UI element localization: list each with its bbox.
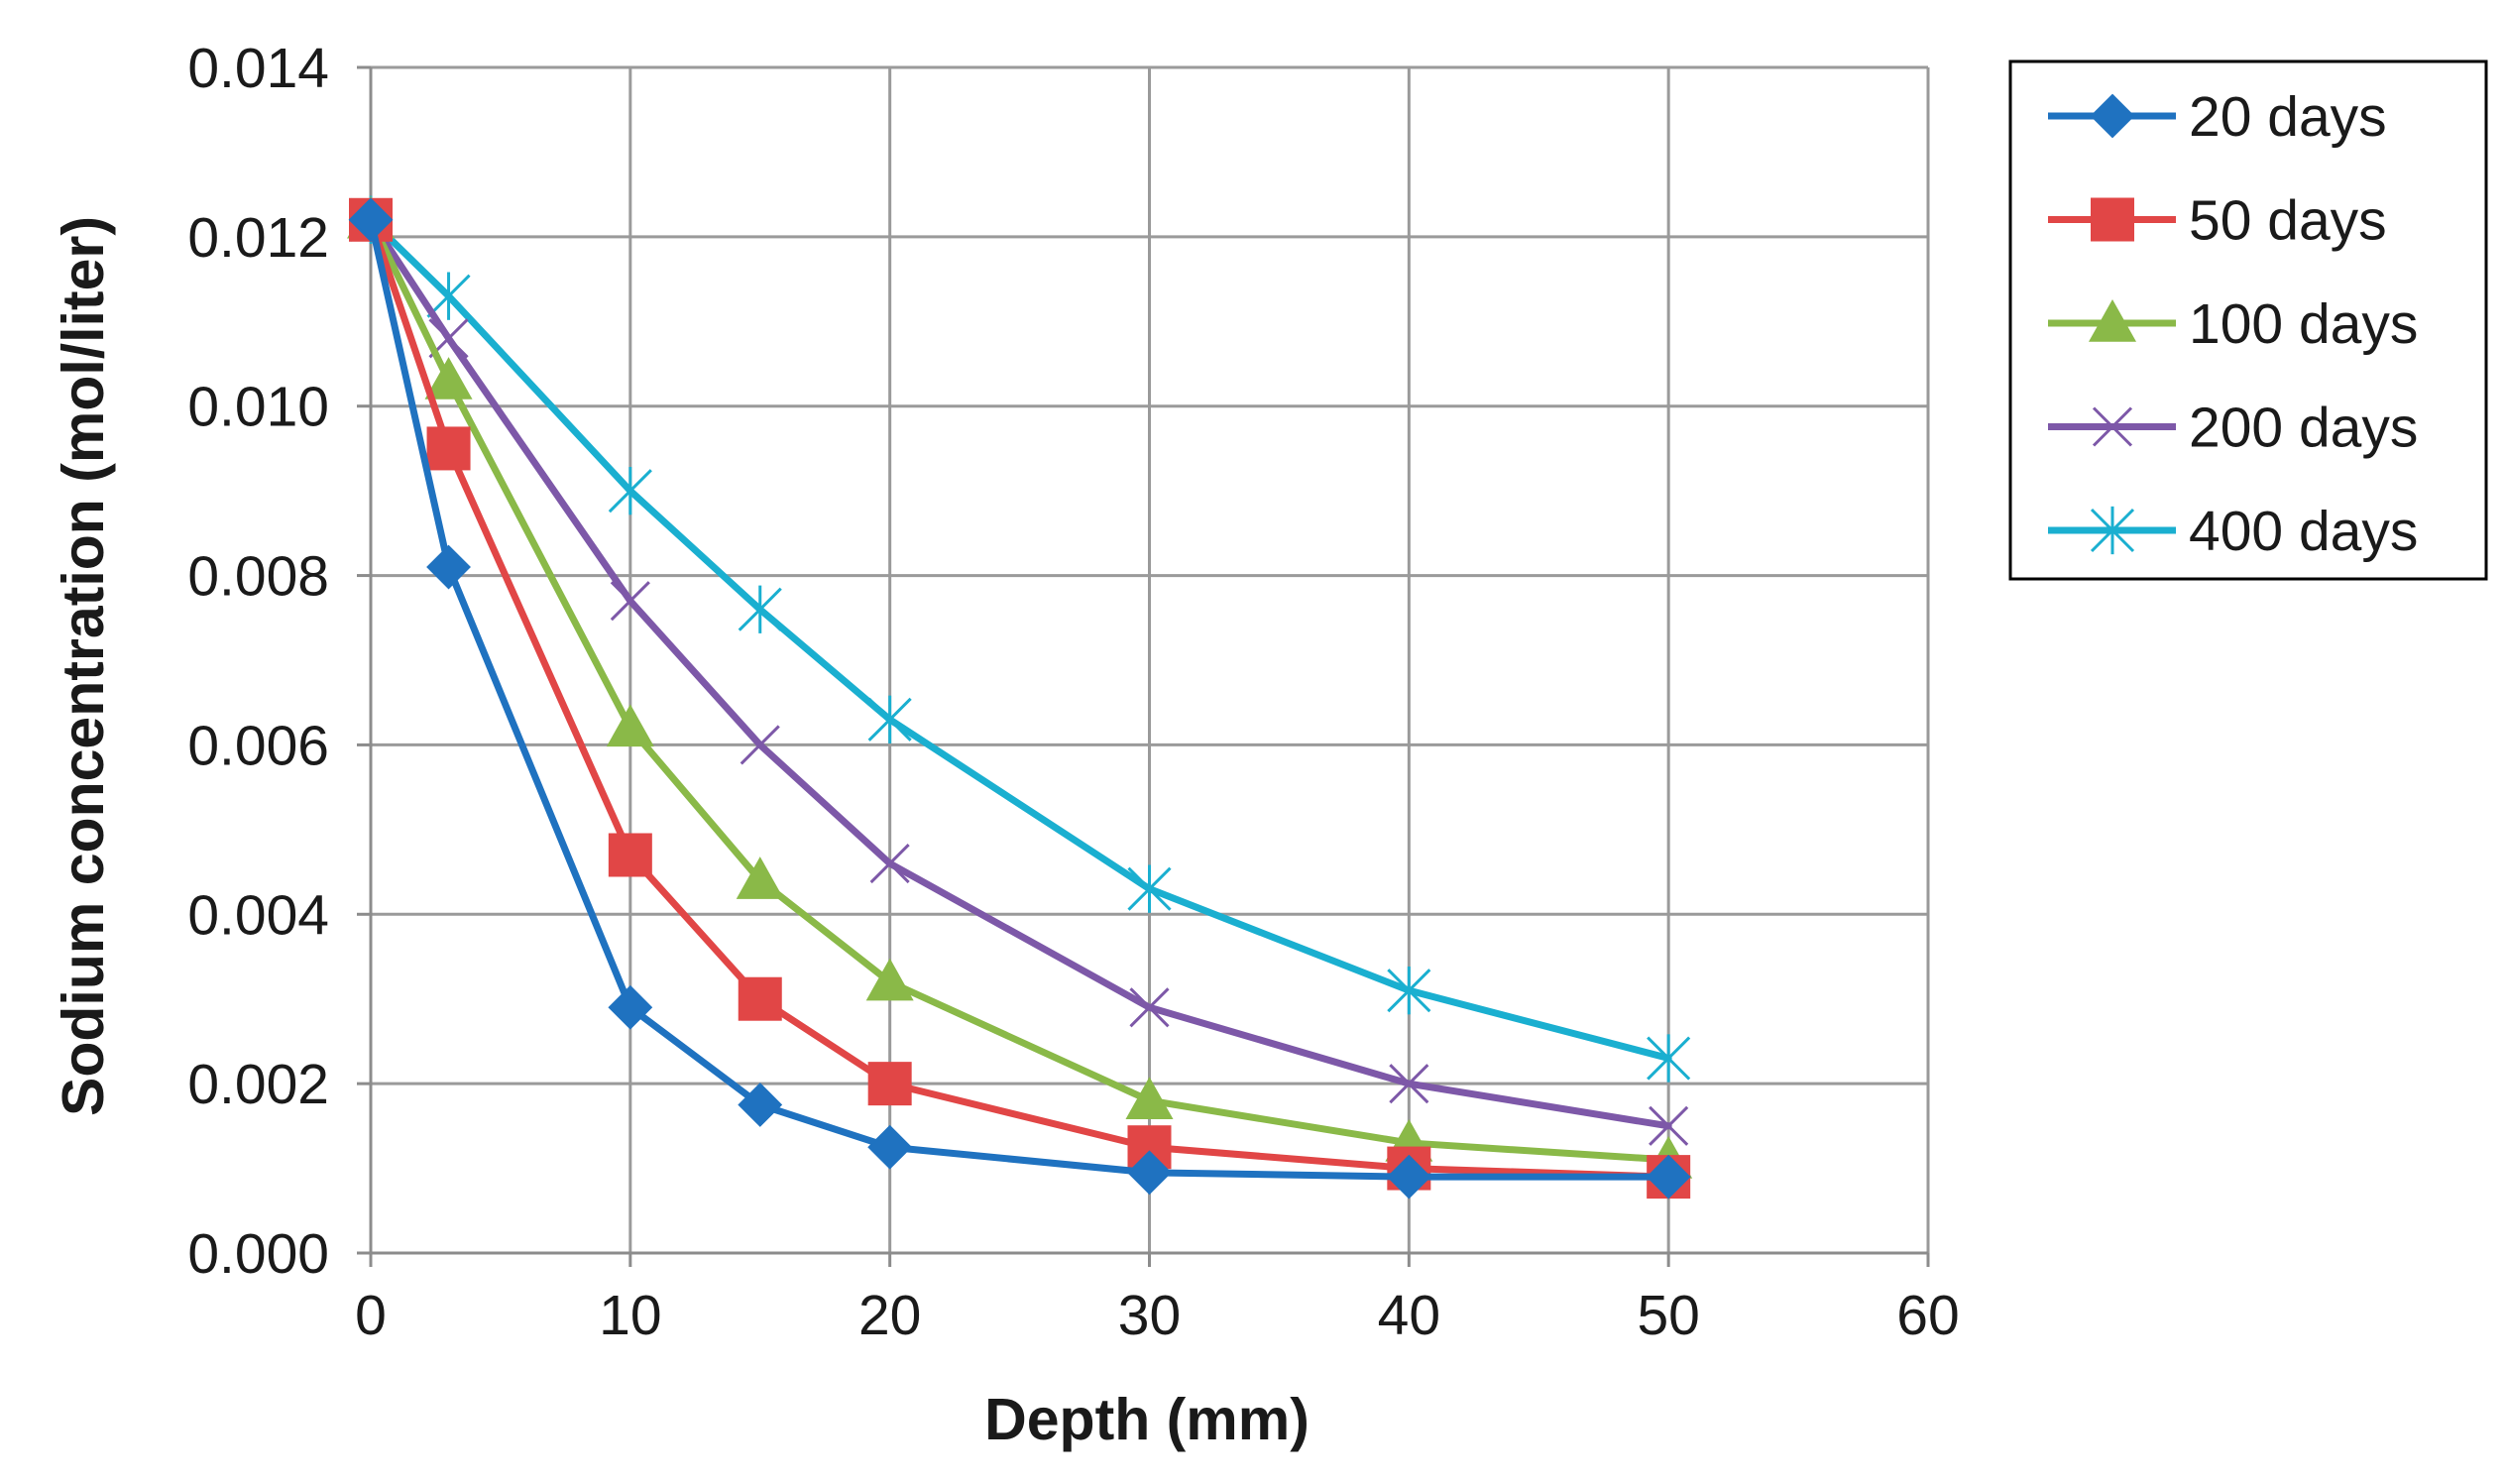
data-point [738, 976, 782, 1021]
legend-marker [2089, 299, 2136, 342]
tick-labels: 0.000 0.002 0.004 0.006 0.008 0.010 0.012 0.014… [187, 37, 1959, 1347]
legend-item: 200 days [2048, 397, 2418, 460]
data-point [606, 704, 654, 747]
legend-label: 20 days [2189, 85, 2387, 149]
data-point [738, 585, 782, 633]
data-point [867, 1124, 913, 1170]
series-400-days [348, 195, 1691, 1083]
data-point [426, 544, 471, 590]
series-line [367, 216, 1672, 1063]
y-tick-label: 0.006 [187, 714, 329, 777]
legend-item: 400 days [2048, 500, 2418, 563]
data-point [1129, 987, 1170, 1028]
legend-item: 20 days [2048, 85, 2387, 149]
data-point [426, 426, 471, 471]
legend-label: 100 days [2189, 292, 2418, 356]
series-100-days [347, 195, 1693, 1179]
data-point [1386, 1154, 1431, 1199]
legend-marker [2090, 506, 2135, 555]
series-20-days [348, 197, 1691, 1199]
legend-item: 100 days [2048, 292, 2418, 356]
series-line [367, 216, 1672, 1181]
data-point [1127, 864, 1172, 913]
data-point [867, 695, 912, 743]
series-line [367, 216, 1672, 1130]
data-point [1646, 1154, 1691, 1199]
x-axis-title: Depth (mm) [984, 1387, 1310, 1452]
legend-label: 50 days [2189, 189, 2387, 253]
grid [371, 65, 1930, 1253]
axes [357, 65, 1930, 1267]
data-point [1387, 967, 1431, 1015]
series-line [367, 216, 1672, 1181]
y-tick-label: 0.014 [187, 37, 329, 100]
data-point [736, 856, 784, 899]
data-point [608, 833, 652, 877]
data-point [610, 581, 650, 622]
legend-label: 200 days [2189, 397, 2418, 460]
y-tick-label: 0.008 [187, 545, 329, 609]
series-50-days [349, 197, 1691, 1199]
data-point [348, 197, 394, 243]
data-point [1389, 1064, 1429, 1104]
x-tick-label: 60 [1896, 1284, 1959, 1347]
data-point [865, 958, 914, 1001]
x-tick-label: 10 [599, 1284, 661, 1347]
data-point [1125, 1077, 1174, 1119]
x-tick-label: 0 [355, 1284, 387, 1347]
x-tick-label: 50 [1637, 1284, 1699, 1347]
data-point [869, 843, 910, 884]
data-point [1649, 1105, 1689, 1146]
data-point [1647, 1034, 1691, 1083]
y-tick-label: 0.012 [187, 206, 329, 270]
data-point [1127, 1150, 1172, 1196]
data-point [740, 725, 780, 765]
x-tick-label: 30 [1118, 1284, 1181, 1347]
series-line [367, 216, 1672, 1164]
data-point [738, 1083, 783, 1127]
legend-item: 50 days [2048, 189, 2387, 253]
data-point [608, 466, 652, 515]
x-tick-label: 40 [1378, 1284, 1440, 1347]
legend-marker [2092, 406, 2133, 447]
y-tick-label: 0.004 [187, 883, 329, 947]
data-point [608, 984, 653, 1030]
y-axis-title: Sodium concentration (mol/liter) [51, 216, 116, 1116]
data-point [424, 357, 473, 400]
legend-marker [2090, 93, 2135, 139]
series-group [347, 195, 1693, 1199]
data-point [426, 272, 471, 320]
legend-label: 400 days [2189, 500, 2418, 563]
legend: 20 days 50 days 100 days 200 days 400 days [2008, 59, 2488, 581]
y-tick-label: 0.010 [187, 376, 329, 439]
legend-marker [2091, 197, 2134, 242]
x-tick-label: 20 [858, 1284, 921, 1347]
data-point [867, 1062, 912, 1106]
y-tick-label: 0.002 [187, 1053, 329, 1116]
y-tick-label: 0.000 [187, 1222, 329, 1286]
